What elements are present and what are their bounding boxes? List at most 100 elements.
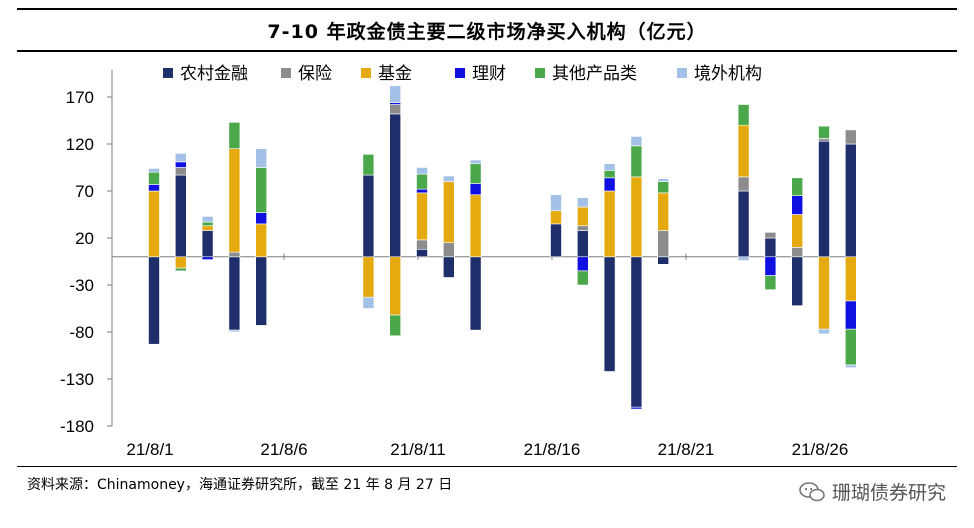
bar-segment <box>228 329 241 333</box>
chart-title: 7-10 年政金债主要二级市场净买入机构（亿元） <box>267 20 707 43</box>
bar-segment <box>201 230 214 258</box>
legend-swatch <box>163 68 173 78</box>
bar-segment <box>737 124 750 178</box>
bar-segment <box>175 267 187 272</box>
bar-segment <box>148 190 160 258</box>
bar-segment <box>201 256 214 260</box>
bar-segment <box>764 275 777 291</box>
bar-segment <box>175 256 187 269</box>
bar-segment <box>148 256 160 345</box>
y-tick-label: -180 <box>60 417 94 436</box>
bar-segment <box>844 256 857 302</box>
bar-segment <box>603 177 616 192</box>
bar-segment <box>818 140 830 258</box>
bar-segment <box>389 256 402 316</box>
bar-segment <box>737 256 750 261</box>
bar-segment <box>603 170 616 179</box>
bar-segment <box>818 138 830 142</box>
bar-segment <box>201 225 214 231</box>
y-tick-label: 170 <box>66 88 94 107</box>
legend-swatch <box>677 68 687 78</box>
bar-segment <box>791 247 804 258</box>
bar-segment <box>764 237 777 258</box>
bar-segment <box>255 167 267 213</box>
x-tick-label: 21/8/11 <box>390 440 445 459</box>
footer-divider <box>17 466 957 467</box>
bar-segment <box>657 256 670 265</box>
bar-segment <box>657 178 670 182</box>
bar-segment <box>255 212 267 225</box>
watermark-text: 珊瑚债券研究 <box>831 482 946 504</box>
bar-segment <box>228 122 241 149</box>
bar-segment <box>844 364 857 369</box>
bar-segment <box>416 173 428 190</box>
bar-segment <box>255 148 267 168</box>
bar-segment <box>442 175 455 182</box>
y-tick-label: 120 <box>66 135 94 154</box>
y-tick-label: -80 <box>69 323 94 342</box>
legend-label: 农村金融 <box>180 64 248 84</box>
bar-segment <box>389 85 402 103</box>
bar-segment <box>362 174 375 258</box>
legend-label: 基金 <box>378 64 412 84</box>
bar-segment <box>469 183 482 196</box>
legend-swatch <box>455 68 465 78</box>
bar-segment <box>469 163 482 184</box>
bar-segment <box>469 159 482 165</box>
bar-segment <box>576 197 589 208</box>
bar-segment <box>603 256 616 372</box>
bar-segment <box>576 206 589 227</box>
bar-segment <box>657 230 670 258</box>
source-note: 资料来源：Chinamoney，海通证券研究所，截至 21 年 8 月 27 日 <box>27 477 453 493</box>
bar-segment <box>844 328 857 366</box>
y-tick-label: 20 <box>75 229 94 248</box>
legend-swatch <box>281 68 291 78</box>
bar-segment <box>201 221 214 227</box>
bar-segment <box>630 176 643 258</box>
bar-segment <box>576 230 589 258</box>
bar-segment <box>416 239 428 250</box>
bar-segment <box>630 406 643 410</box>
legend-label: 其他产品类 <box>552 64 637 84</box>
bar-segment <box>175 167 187 176</box>
bar-segment <box>255 223 267 258</box>
y-tick-label: 70 <box>75 182 94 201</box>
bar-segment <box>416 192 428 241</box>
bar-segment <box>630 136 643 147</box>
bar-segment <box>442 181 455 244</box>
bar-segment <box>737 190 750 258</box>
bar-segment <box>576 225 589 231</box>
bar-segment <box>630 145 643 178</box>
bar-segment <box>844 143 857 258</box>
bar-segment <box>442 256 455 278</box>
bar-segment <box>818 328 830 335</box>
bar-segment <box>389 314 402 337</box>
bar-segment <box>362 256 375 298</box>
bar-segment <box>818 125 830 139</box>
bar-segment <box>844 300 857 330</box>
legend-label: 境外机构 <box>694 64 762 84</box>
bar-segment <box>389 113 402 258</box>
x-tick-label: 21/8/1 <box>126 440 173 459</box>
watermark: 珊瑚债券研究 <box>798 478 946 505</box>
bar-segment <box>764 256 777 276</box>
bar-segment <box>469 256 482 331</box>
bar-segment <box>148 184 160 192</box>
legend-label: 理财 <box>472 64 506 84</box>
bar-segment <box>818 256 830 330</box>
bar-segment <box>657 192 670 231</box>
bar-segment <box>630 256 643 408</box>
bar-segment <box>737 176 750 192</box>
y-tick-label: -30 <box>69 276 94 295</box>
bar-segment <box>791 195 804 215</box>
bar-segment <box>791 214 804 248</box>
bar-segment <box>148 168 160 173</box>
bar-segment <box>469 194 482 258</box>
bar-segment <box>603 163 616 171</box>
bar-segment <box>737 104 750 126</box>
bar-segment <box>416 167 428 175</box>
bar-segment <box>442 242 455 258</box>
bar-segment <box>791 177 804 196</box>
bar-segment <box>201 216 214 223</box>
bar-segment <box>175 174 187 258</box>
